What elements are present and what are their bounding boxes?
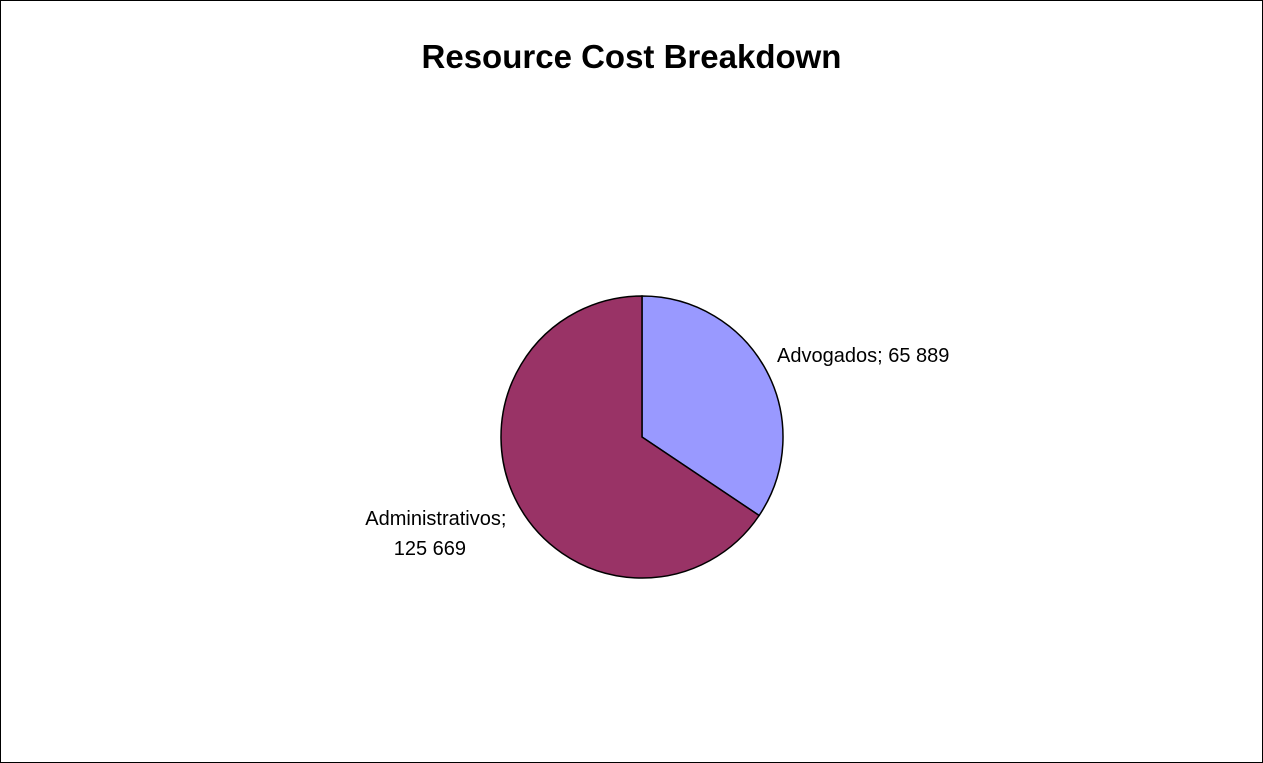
pie-slice-advogados bbox=[641, 295, 784, 517]
pie-slice-administrativos bbox=[500, 295, 761, 579]
pie-slices bbox=[500, 295, 784, 579]
chart-title: Resource Cost Breakdown bbox=[421, 38, 842, 75]
slice-label-administrativos: Administrativos; 125 669 bbox=[365, 508, 512, 560]
slice-label-advogados: Advogados; 65 889 bbox=[777, 345, 949, 367]
